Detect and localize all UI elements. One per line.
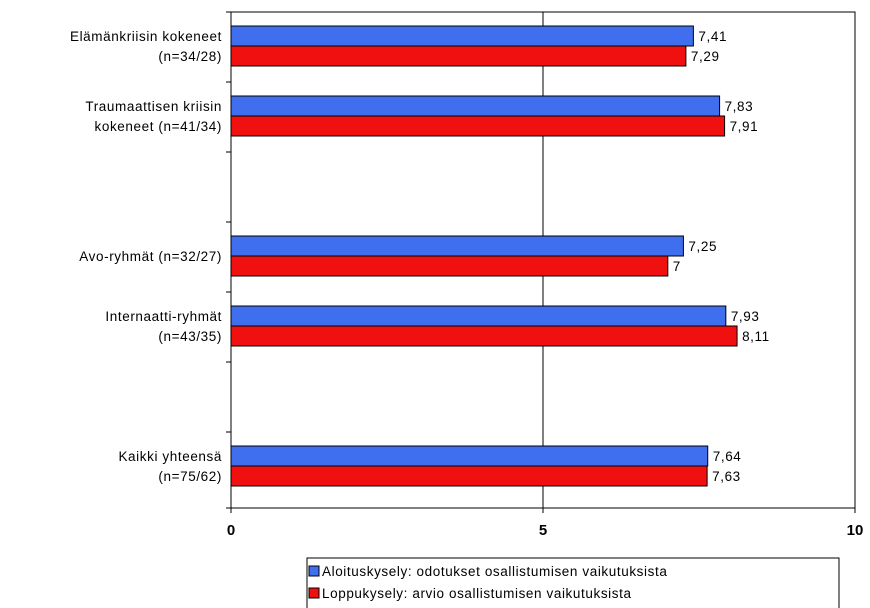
category-label-3-line-1: Avo-ryhmät (n=32/27) <box>79 249 222 264</box>
legend-box <box>306 557 840 608</box>
data-label-series1-cat1: 7,41 <box>698 29 727 44</box>
legend-swatch-2 <box>308 587 320 599</box>
category-label-1-line-2: (n=34/28) <box>158 49 222 64</box>
data-label-series2-cat4: 8,11 <box>742 329 770 344</box>
legend-swatch-1 <box>308 565 320 577</box>
legend-label-2: Loppukysely: arvio osallistumisen vaikut… <box>322 586 632 601</box>
data-label-series2-cat5: 7,63 <box>712 469 741 484</box>
bar-series2-cat3 <box>230 255 669 277</box>
category-label-2-line-1: Traumaattisen kriisin <box>85 99 222 114</box>
category-label-4-line-1: Internaatti-ryhmät <box>105 309 222 324</box>
x-tick-label-5: 5 <box>539 522 547 539</box>
category-label-5-line-1: Kaikki yhteensä <box>118 449 222 464</box>
legend-label-1: Aloituskysely: odotukset osallistumisen … <box>322 564 667 579</box>
bar-series1-cat3 <box>230 235 684 257</box>
category-label-5-line-2: (n=75/62) <box>158 469 222 484</box>
data-labels: 7,41 7,83 7,25 7,93 7,64 7,29 7,91 7 8,11 7,63 <box>673 29 770 484</box>
legend: Aloituskysely: odotukset osallistumisen … <box>306 557 840 608</box>
bar-series1-cat5 <box>230 445 709 467</box>
data-label-series1-cat3: 7,25 <box>688 239 717 254</box>
category-label-2-line-2: kokeneet (n=41/34) <box>94 119 222 134</box>
x-tick-label-0: 0 <box>227 522 235 539</box>
axes: 0 5 10 <box>226 11 864 539</box>
bar-series1-cat4 <box>230 305 727 327</box>
data-label-series1-cat2: 7,83 <box>725 99 754 114</box>
bar-series1-cat1 <box>230 25 694 47</box>
bars <box>230 25 738 487</box>
x-tick-label-10: 10 <box>847 522 864 539</box>
data-label-series2-cat1: 7,29 <box>691 49 720 64</box>
data-label-series2-cat3: 7 <box>673 259 681 274</box>
category-label-4-line-2: (n=43/35) <box>158 329 222 344</box>
data-label-series1-cat4: 7,93 <box>731 309 760 324</box>
bar-series2-cat2 <box>230 115 726 137</box>
bar-series2-cat4 <box>230 325 738 347</box>
category-label-1-line-1: Elämänkriisin kokeneet <box>70 29 222 44</box>
bar-series2-cat5 <box>230 465 708 487</box>
bar-series1-cat2 <box>230 95 721 117</box>
data-label-series1-cat5: 7,64 <box>713 449 742 464</box>
bar-series2-cat1 <box>230 45 687 67</box>
category-labels: Elämänkriisin kokeneet (n=34/28) Traumaatt… <box>70 29 222 484</box>
data-label-series2-cat2: 7,91 <box>730 119 759 134</box>
